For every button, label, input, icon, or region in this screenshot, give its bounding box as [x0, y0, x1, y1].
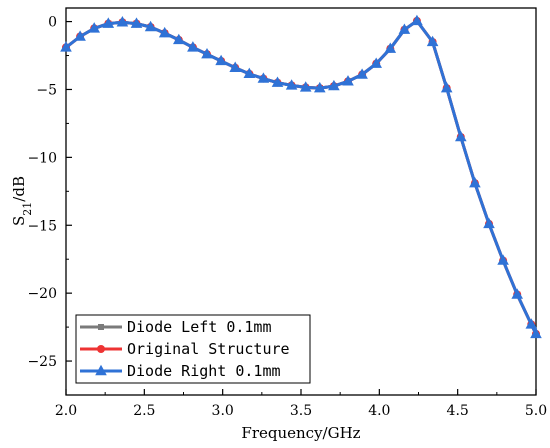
x-tick-label: 5.0	[525, 403, 547, 419]
data-point	[229, 61, 241, 72]
x-tick-label: 3.0	[212, 403, 234, 419]
y-tick-label: −10	[27, 150, 57, 166]
series-2	[62, 16, 540, 338]
x-tick-label: 4.5	[447, 403, 469, 419]
data-point	[398, 23, 411, 34]
legend-label: Diode Right 0.1mm	[127, 362, 281, 380]
data-point	[60, 41, 72, 52]
x-tick-label: 2.5	[133, 403, 155, 419]
data-point	[299, 81, 312, 92]
data-point	[74, 30, 86, 41]
series-layer	[60, 14, 542, 339]
legend-marker	[97, 345, 105, 353]
data-point	[525, 318, 538, 329]
data-point	[411, 14, 423, 26]
series-line	[65, 19, 538, 335]
data-point	[455, 130, 467, 142]
data-point	[497, 254, 509, 265]
data-point	[314, 81, 326, 93]
data-point	[158, 26, 171, 38]
y-tick-label: −5	[36, 82, 57, 98]
series-3	[60, 14, 542, 339]
legend-entry: Diode Right 0.1mm	[80, 362, 281, 380]
data-point	[370, 57, 382, 68]
data-point	[440, 81, 453, 93]
data-point	[116, 16, 129, 27]
data-point	[215, 54, 227, 66]
legend-entry: Diode Left 0.1mm	[80, 318, 272, 336]
x-axis-title: Frequency/GHz	[241, 424, 360, 442]
data-point	[483, 217, 495, 229]
x-axis: 2.0 2.5 3.0 3.5 4.0 4.5 5.0	[55, 389, 547, 419]
data-point	[187, 41, 199, 52]
x-tick-label: 3.5	[290, 403, 312, 419]
data-point	[144, 20, 157, 32]
data-point	[130, 17, 143, 28]
data-point	[511, 288, 523, 299]
series-line	[65, 19, 538, 335]
data-point	[530, 327, 542, 339]
y-tick-label: 0	[48, 15, 57, 31]
legend-entry: Original Structure	[80, 340, 290, 358]
legend-label: Original Structure	[127, 340, 290, 358]
data-point	[342, 75, 354, 86]
data-point	[201, 47, 213, 59]
data-point	[469, 176, 481, 188]
legend-marker	[95, 364, 107, 376]
data-point	[356, 68, 368, 79]
y-axis: 0 −5 −10 −15 −20 −25	[27, 15, 72, 396]
y-tick-label: −20	[27, 286, 57, 302]
y-tick-label: −15	[27, 218, 57, 234]
data-point	[88, 22, 100, 33]
data-point	[243, 67, 256, 79]
series-line	[65, 19, 538, 335]
data-point	[257, 72, 270, 83]
data-point	[271, 76, 284, 87]
legend-marker	[98, 324, 104, 330]
y-tick-label: −25	[27, 354, 57, 370]
x-tick-label: 2.0	[55, 403, 77, 419]
data-point	[384, 42, 397, 53]
y-axis-title: S21/dB	[10, 176, 34, 226]
legend: Diode Left 0.1mm Original Structure Diode …	[75, 314, 311, 384]
data-point	[173, 33, 185, 45]
x-tick-label: 4.0	[368, 403, 390, 419]
data-point	[328, 79, 340, 91]
series-1	[63, 17, 539, 337]
plot-area: 2.0 2.5 3.0 3.5 4.0 4.5 5.0 0 −5 −10 −15 −20 −25	[27, 7, 547, 419]
data-point	[102, 17, 115, 28]
data-point	[285, 79, 298, 90]
legend-label: Diode Left 0.1mm	[127, 318, 272, 336]
data-point	[426, 35, 439, 47]
